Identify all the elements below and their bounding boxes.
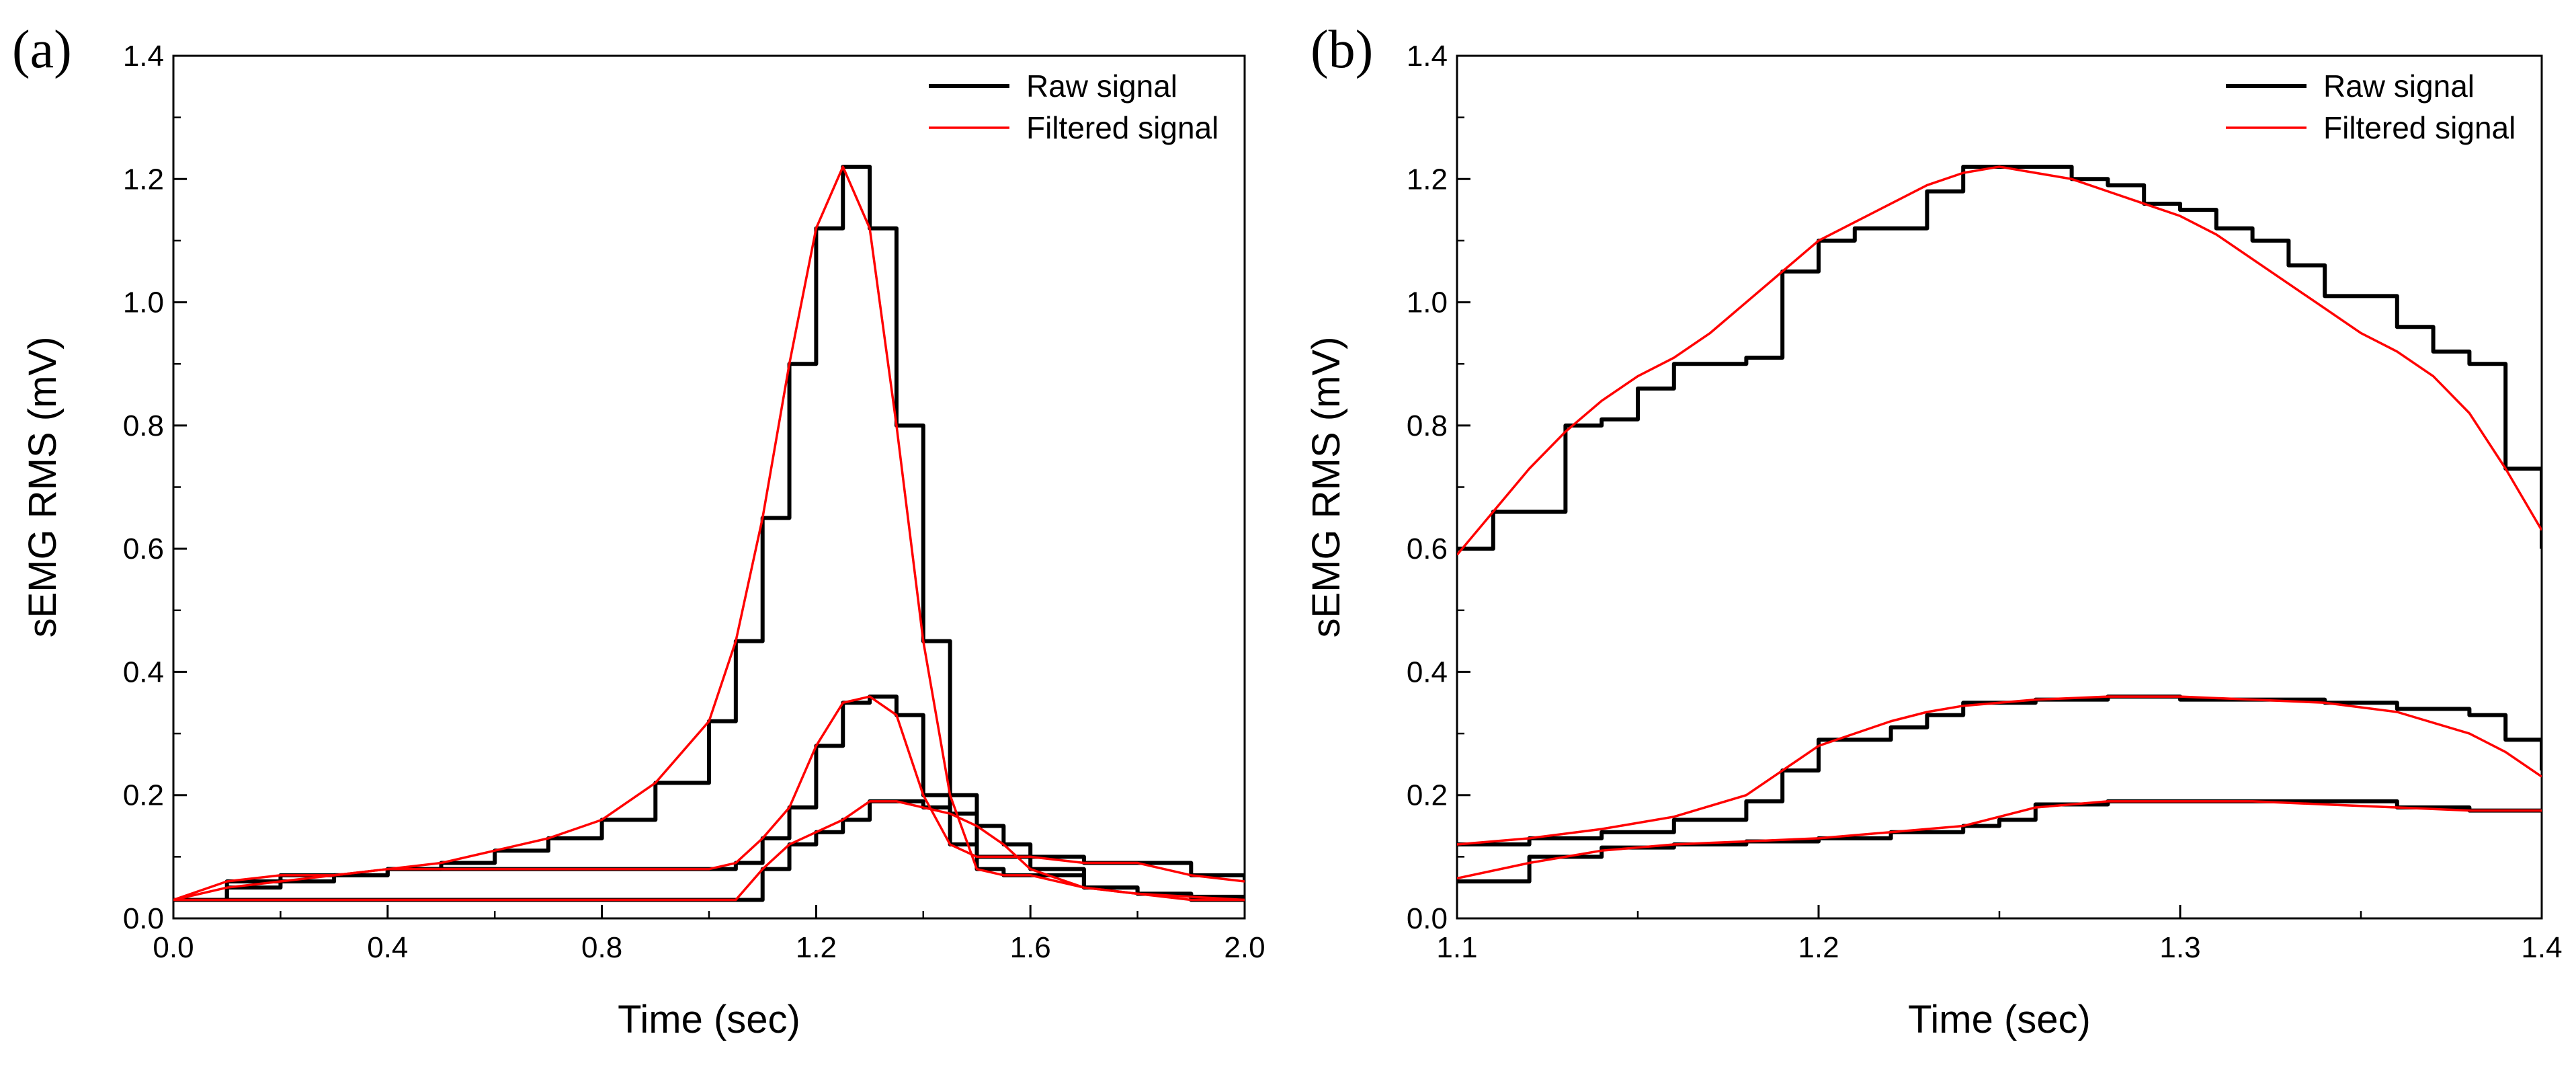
series-line-raw-signal bbox=[1457, 695, 2542, 847]
x-tick-label: 2.0 bbox=[1224, 931, 1265, 964]
x-tick-label: 1.3 bbox=[2159, 931, 2200, 964]
series-line-filtered-signal bbox=[173, 165, 1245, 902]
y-tick-label: 0.8 bbox=[123, 409, 164, 442]
y-tick-label: 0.2 bbox=[1407, 779, 1448, 812]
series-line-raw-signal bbox=[173, 164, 1245, 902]
y-tick-label: 0.2 bbox=[123, 779, 164, 812]
legend-label: Raw signal bbox=[2323, 69, 2475, 104]
y-tick-label: 0.8 bbox=[1407, 409, 1448, 442]
plot-frame bbox=[172, 54, 1246, 920]
y-tick-label: 1.0 bbox=[123, 286, 164, 319]
x-axis-title: Time (sec) bbox=[618, 998, 800, 1041]
y-axis-title: sEMG RMS (mV) bbox=[21, 337, 65, 638]
panel-label: (a) bbox=[12, 20, 72, 79]
y-tick-label: 0.4 bbox=[1407, 656, 1448, 688]
x-axis-title: Time (sec) bbox=[1908, 998, 2091, 1041]
y-tick-label: 0.4 bbox=[123, 656, 164, 688]
y-tick-label: 0.6 bbox=[123, 532, 164, 565]
x-tick-label: 0.8 bbox=[581, 931, 622, 964]
legend-label: Filtered signal bbox=[1026, 110, 1218, 145]
series-line-filtered-signal bbox=[173, 800, 1245, 902]
series-line-filtered-signal bbox=[173, 695, 1245, 902]
y-tick-label: 1.4 bbox=[123, 40, 164, 73]
y-tick-label: 0.0 bbox=[123, 902, 164, 935]
y-tick-label: 0.6 bbox=[1407, 532, 1448, 565]
series-line-raw-signal bbox=[1457, 164, 2542, 551]
x-tick-label: 1.1 bbox=[1436, 931, 1477, 964]
panel-a: (a) 0.0 0.2 0.4 0.6 0.8 1.0 1.2 1.4 0.0 0.4 0.8 1.2 1… bbox=[12, 20, 1265, 1041]
series-line-raw-signal bbox=[1457, 799, 2542, 884]
series-line-filtered-signal bbox=[1457, 800, 2542, 880]
y-tick-label: 1.0 bbox=[1407, 286, 1448, 319]
x-tick-label: 1.4 bbox=[2521, 931, 2562, 964]
series-line-raw-signal bbox=[173, 799, 1245, 902]
y-tick-label: 1.2 bbox=[1407, 163, 1448, 196]
legend-label: Filtered signal bbox=[2323, 110, 2516, 145]
x-tick-label: 0.4 bbox=[367, 931, 408, 964]
y-tick-label: 0.0 bbox=[1407, 902, 1448, 935]
legend-label: Raw signal bbox=[1026, 69, 1177, 104]
series-line-filtered-signal bbox=[1457, 165, 2542, 556]
panel-b: (b) 0.0 0.2 0.4 0.6 0.8 1.0 1.2 1.4 1.1 1.2 1.3 1.4 T… bbox=[1304, 20, 2563, 1041]
y-tick-label: 1.2 bbox=[123, 163, 164, 196]
x-tick-label: 1.6 bbox=[1010, 931, 1051, 964]
x-tick-label: 1.2 bbox=[796, 931, 837, 964]
plot-frame bbox=[1456, 54, 2543, 920]
x-tick-label: 0.0 bbox=[153, 931, 194, 964]
panel-label: (b) bbox=[1311, 20, 1373, 79]
series-line-filtered-signal bbox=[1457, 695, 2542, 846]
y-tick-label: 1.4 bbox=[1407, 40, 1448, 73]
y-axis-title: sEMG RMS (mV) bbox=[1304, 337, 1348, 638]
x-tick-label: 1.2 bbox=[1798, 931, 1839, 964]
